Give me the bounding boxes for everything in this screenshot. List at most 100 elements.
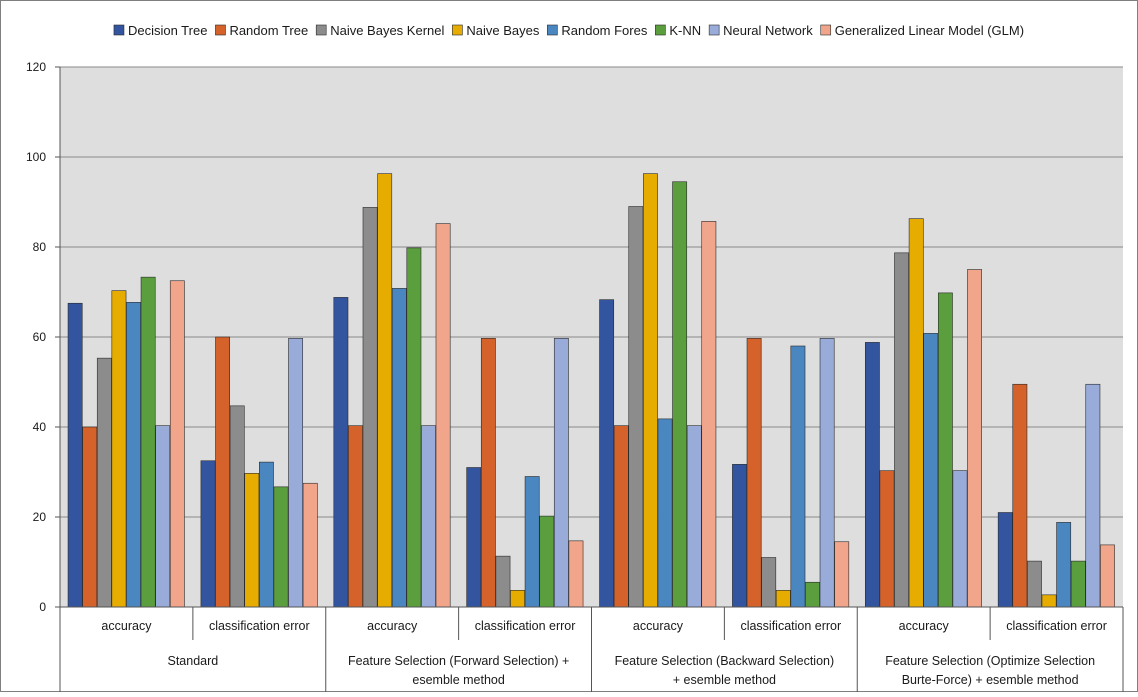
y-tick-label: 0 <box>39 600 46 614</box>
bar <box>481 338 495 607</box>
bar <box>259 462 273 607</box>
bar <box>436 224 450 607</box>
bar <box>1013 384 1027 607</box>
bar <box>805 582 819 607</box>
bar <box>141 277 155 607</box>
bar <box>112 291 126 607</box>
bar <box>732 464 746 607</box>
bar <box>68 303 82 607</box>
x-tick-label: classification error <box>209 619 310 633</box>
legend-label: Random Tree <box>229 23 308 38</box>
legend-label: Naive Bayes <box>466 23 539 38</box>
legend-swatch <box>547 25 557 35</box>
bar <box>554 338 568 607</box>
bar <box>83 427 97 607</box>
x-tick-label: accuracy <box>633 619 684 633</box>
legend-label: Random Fores <box>561 23 647 38</box>
bar <box>658 419 672 607</box>
bar <box>909 219 923 607</box>
bar <box>421 426 435 607</box>
x-tick-label: accuracy <box>101 619 152 633</box>
bar <box>1027 561 1041 607</box>
bar <box>334 297 348 607</box>
legend-swatch <box>114 25 124 35</box>
legend-label: Naive Bayes Kernel <box>330 23 444 38</box>
bar <box>97 358 111 607</box>
bar <box>924 333 938 607</box>
bar <box>230 406 244 607</box>
bar <box>1057 522 1071 607</box>
bar <box>673 182 687 607</box>
y-tick-label: 40 <box>33 420 47 434</box>
legend-swatch <box>316 25 326 35</box>
y-tick-label: 60 <box>33 330 47 344</box>
y-tick-label: 120 <box>26 60 46 74</box>
bar <box>776 590 790 607</box>
bar <box>201 461 215 607</box>
bar <box>614 426 628 607</box>
bar <box>894 253 908 607</box>
bar <box>1042 595 1056 607</box>
bar <box>245 473 259 607</box>
x-tick-label: classification error <box>1006 619 1107 633</box>
bar <box>702 221 716 607</box>
bar <box>820 338 834 607</box>
bar <box>496 556 510 607</box>
bar <box>791 346 805 607</box>
bar <box>274 487 288 607</box>
bar <box>525 477 539 608</box>
bar <box>938 293 952 607</box>
legend-swatch <box>655 25 665 35</box>
plot-area: 0 20 40 60 80 100 120 accuracy classification er… <box>26 60 1123 692</box>
bar <box>747 338 761 607</box>
bar <box>467 468 481 608</box>
bar <box>156 426 170 607</box>
bar <box>392 288 406 607</box>
bar <box>303 483 317 607</box>
bar <box>407 248 421 607</box>
y-tick-label: 20 <box>33 510 47 524</box>
group-label: Standard <box>168 654 219 668</box>
legend-label: Generalized Linear Model (GLM) <box>835 23 1024 38</box>
bar <box>289 338 303 607</box>
bar <box>216 337 230 607</box>
x-tick-label: classification error <box>740 619 841 633</box>
bar <box>629 207 643 608</box>
bar <box>170 281 184 607</box>
bar <box>126 302 140 607</box>
legend-label: Decision Tree <box>128 23 207 38</box>
bar <box>687 426 701 607</box>
legend-swatch <box>709 25 719 35</box>
bar <box>540 516 554 607</box>
bar <box>1071 561 1085 607</box>
bar <box>600 300 614 607</box>
legend-swatch <box>215 25 225 35</box>
bar <box>880 471 894 607</box>
legend-label: Neural Network <box>723 23 813 38</box>
x-tick-label: classification error <box>475 619 576 633</box>
bar <box>953 471 967 607</box>
legend-swatch <box>821 25 831 35</box>
bar <box>569 541 583 607</box>
bar <box>998 513 1012 608</box>
x-tick-label: accuracy <box>899 619 950 633</box>
bar <box>510 590 524 607</box>
y-tick-label: 100 <box>26 150 46 164</box>
bar <box>643 174 657 607</box>
legend: Decision Tree Random Tree Naive Bayes Kern… <box>114 23 1024 38</box>
x-tick-label: accuracy <box>367 619 418 633</box>
y-tick-label: 80 <box>33 240 47 254</box>
bar <box>762 558 776 608</box>
bar <box>835 542 849 607</box>
bar <box>378 174 392 607</box>
bar <box>348 426 362 607</box>
bar <box>1086 384 1100 607</box>
legend-label: K-NN <box>669 23 701 38</box>
legend-swatch <box>452 25 462 35</box>
bar <box>1100 545 1114 607</box>
bar <box>967 270 981 608</box>
bar <box>865 342 879 607</box>
bar <box>363 207 377 607</box>
